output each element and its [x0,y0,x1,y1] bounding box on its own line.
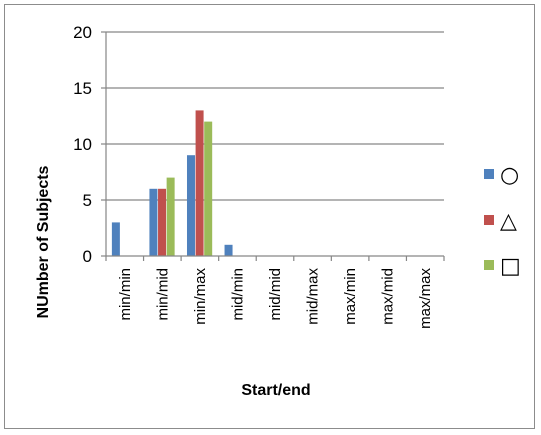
x-tick-label: max/max [417,268,434,329]
y-tick-label: 0 [83,247,92,266]
legend-label: △ [500,209,517,234]
x-tick-label: mid/min [229,268,246,321]
legend-swatch [484,169,494,179]
bar [158,188,167,256]
bar [224,244,233,256]
legend-swatch [484,215,494,225]
bar [149,188,158,256]
y-tick-labels: 0 5 10 15 20 [73,23,92,266]
chart-frame [4,4,535,429]
y-tick-label: 15 [73,79,92,98]
axes [101,31,445,261]
x-tick-label: min/max [192,268,209,325]
bars [111,110,233,257]
x-tick-label: max/mid [380,268,397,325]
x-tick-label: min/min [117,268,134,321]
legend-swatch [484,260,494,270]
x-tick-labels: min/min min/mid min/max mid/min mid/mid mid/m… [117,268,434,329]
y-tick-label: 20 [73,23,92,42]
gridlines [106,31,444,201]
bar [166,177,175,256]
bar [111,222,120,256]
legend-label: □ [500,254,521,279]
x-tick-label: mid/max [305,268,322,325]
legend: ○ △ □ [484,163,521,279]
x-axis-title: Start/end [241,382,310,399]
bar [195,110,204,257]
x-tick-label: mid/mid [267,268,284,321]
y-tick-label: 10 [73,135,92,154]
bar [204,121,213,256]
bar [186,155,195,256]
y-axis-title: NUmber of Subjects [35,165,52,318]
x-tick-label: max/min [342,268,359,325]
legend-label: ○ [500,163,519,188]
y-tick-label: 5 [83,191,92,210]
x-tick-label: min/mid [154,268,171,321]
